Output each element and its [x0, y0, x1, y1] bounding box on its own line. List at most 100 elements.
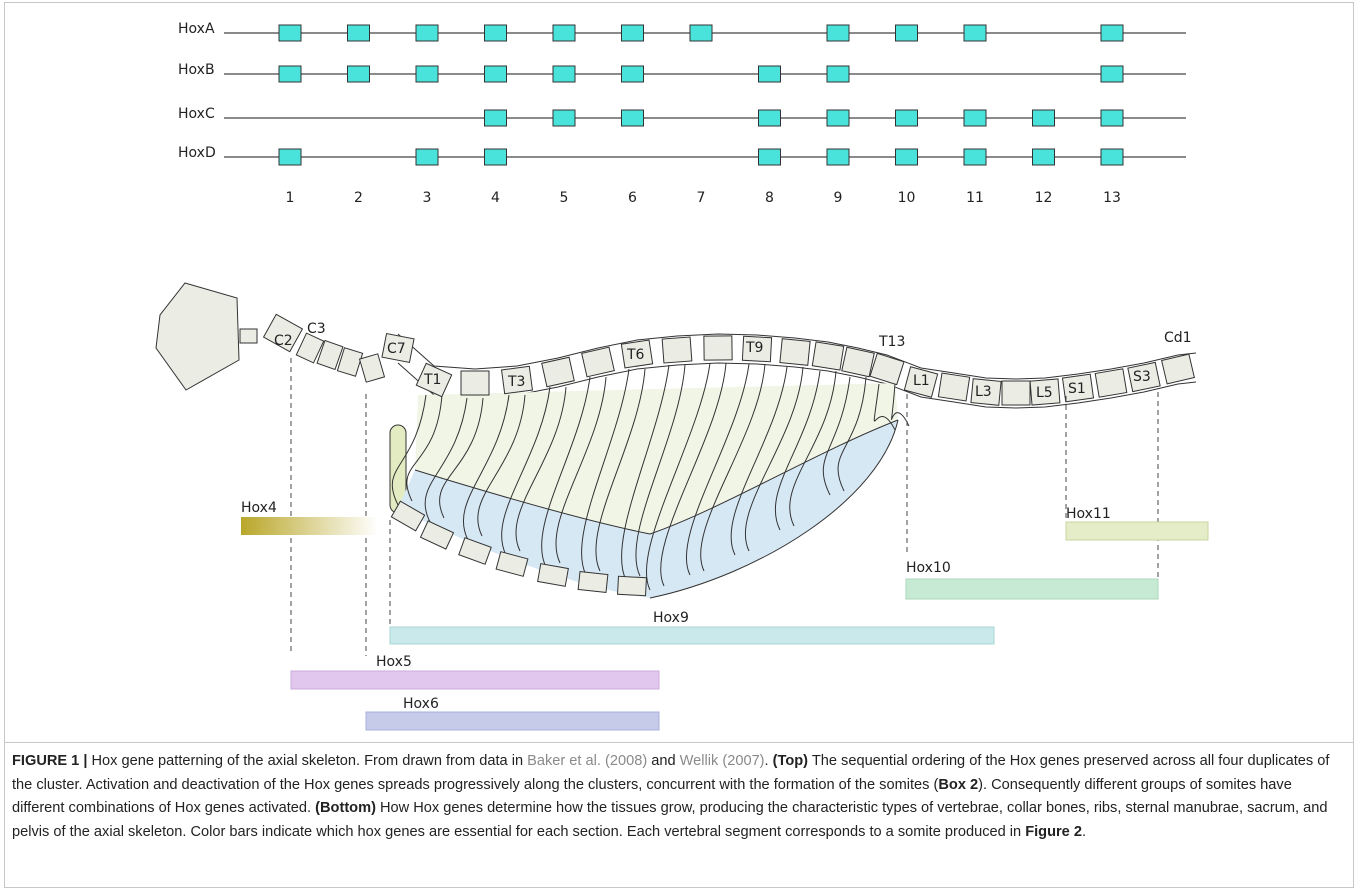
gene-box: [1101, 66, 1123, 82]
caption-bold: (Bottom): [315, 800, 376, 816]
vertebra-label: C2: [274, 333, 293, 349]
caption-bold: (Top): [773, 753, 808, 769]
hox-bar: [390, 627, 994, 644]
vertebra: [1162, 354, 1195, 384]
gene-box: [416, 149, 438, 165]
gene-box: [964, 110, 986, 126]
atlas: [240, 329, 257, 343]
vertebra-label: L3: [975, 384, 992, 400]
gene-box: [1101, 25, 1123, 41]
paralog-label: 12: [1035, 190, 1053, 206]
vertebra-label: L5: [1036, 385, 1053, 401]
paralog-label: 5: [560, 190, 569, 206]
gene-box: [622, 25, 644, 41]
caption-bold[interactable]: Figure 2: [1025, 824, 1082, 840]
paralog-label: 3: [423, 190, 432, 206]
cluster-label: HoxA: [178, 21, 215, 37]
vertebra: [360, 354, 385, 382]
figure: HoxAHoxBHoxCHoxD12345678910111213 C2 C3 …: [0, 0, 1358, 742]
hox-bar: [241, 517, 378, 535]
gene-box: [1101, 110, 1123, 126]
hox-bar-label: Hox9: [653, 610, 689, 626]
gene-box: [896, 25, 918, 41]
paralog-label: 9: [834, 190, 843, 206]
paralog-label: 4: [491, 190, 500, 206]
gene-box: [553, 66, 575, 82]
hox-bar: [291, 671, 659, 689]
page: HoxAHoxBHoxCHoxD12345678910111213 C2 C3 …: [0, 0, 1358, 895]
vertebra: [542, 357, 575, 386]
cluster-label: HoxD: [178, 145, 216, 161]
gene-box: [416, 66, 438, 82]
gene-box: [827, 110, 849, 126]
paralog-label: 11: [966, 190, 984, 206]
vertebra: [704, 336, 732, 360]
paralog-label: 6: [628, 190, 637, 206]
hox-bar-label: Hox11: [1066, 506, 1111, 522]
hox-bar: [906, 579, 1158, 599]
paralog-label: 2: [354, 190, 363, 206]
gene-box: [485, 25, 507, 41]
gene-box: [1033, 149, 1055, 165]
hox-bar-label: Hox4: [241, 500, 277, 516]
gene-box: [485, 149, 507, 165]
gene-box: [553, 110, 575, 126]
vertebra: [1095, 369, 1127, 397]
vertebra-label: S3: [1133, 369, 1151, 385]
caption-rule: [4, 742, 1354, 743]
gene-box: [827, 25, 849, 41]
hox-bar-label: Hox6: [403, 696, 439, 712]
caption-bold[interactable]: Box 2: [938, 777, 978, 793]
hox-bar-label: Hox5: [376, 654, 412, 670]
caption-text: .: [1082, 824, 1086, 840]
vertebra-label: C3: [307, 321, 326, 337]
gene-box: [1101, 149, 1123, 165]
hox-bar: [366, 712, 659, 730]
caption: FIGURE 1 | Hox gene patterning of the ax…: [12, 750, 1348, 844]
vertebra: [842, 347, 875, 376]
gene-box: [279, 25, 301, 41]
gene-box: [827, 149, 849, 165]
hox-bar: [1066, 522, 1208, 540]
vertebra: [461, 371, 489, 395]
gene-box: [759, 66, 781, 82]
gene-box: [279, 66, 301, 82]
vertebra-label: S1: [1068, 381, 1086, 397]
vertebra-label: Cd1: [1164, 330, 1192, 346]
vertebra-label: L1: [913, 373, 930, 389]
caption-label: FIGURE 1 |: [12, 753, 87, 769]
vertebra: [780, 339, 810, 366]
vertebra-label: T13: [878, 334, 905, 350]
cluster-label: HoxC: [178, 106, 215, 122]
gene-box: [348, 66, 370, 82]
gene-box: [759, 110, 781, 126]
caption-text: .: [765, 753, 773, 769]
vertebra-label: C7: [387, 341, 406, 357]
citation-link[interactable]: Baker et al. (2008): [527, 753, 647, 769]
gene-box: [827, 66, 849, 82]
gene-box: [485, 110, 507, 126]
gene-box: [553, 25, 575, 41]
gene-box: [416, 25, 438, 41]
vertebra-label: T1: [423, 372, 441, 388]
hox-bar-label: Hox10: [906, 560, 951, 576]
gene-box: [1033, 110, 1055, 126]
gene-box: [348, 25, 370, 41]
vertebra: [938, 373, 969, 401]
gene-box: [896, 149, 918, 165]
vertebra: [582, 347, 615, 377]
gene-box: [485, 66, 507, 82]
gene-box: [964, 25, 986, 41]
vertebra: [1002, 381, 1030, 405]
caption-text: and: [647, 753, 679, 769]
vertebra: [662, 337, 692, 363]
vertebra: [812, 342, 843, 370]
gene-box: [279, 149, 301, 165]
sternebra: [578, 572, 608, 593]
paralog-label: 1: [286, 190, 295, 206]
citation-link[interactable]: Wellik (2007): [680, 753, 765, 769]
gene-box: [964, 149, 986, 165]
gene-box: [759, 149, 781, 165]
paralog-label: 10: [898, 190, 916, 206]
